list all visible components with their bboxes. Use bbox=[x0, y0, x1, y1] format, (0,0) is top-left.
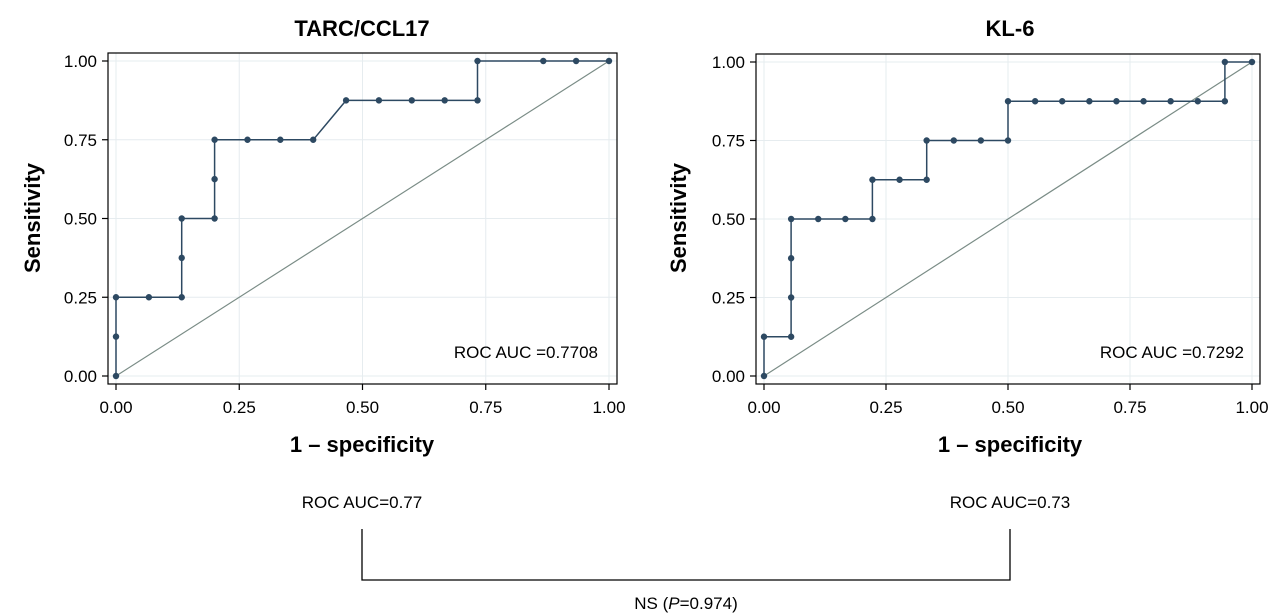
y-axis-label: Sensitivity bbox=[666, 162, 691, 273]
roc-point bbox=[923, 176, 930, 183]
roc-chart-kl6: 0.00 0.25 0.50 0.75 1.00 0.00 0.25 0.50 0.75 1.00… bbox=[666, 16, 1269, 457]
roc-point bbox=[815, 215, 822, 223]
bracket-line bbox=[361, 529, 1011, 581]
roc-point bbox=[310, 136, 317, 143]
x-tick-label: 0.75 bbox=[1113, 398, 1146, 417]
roc-point bbox=[244, 136, 251, 143]
significance-prefix: NS ( bbox=[634, 594, 668, 613]
y-tick-label: 1.00 bbox=[64, 52, 97, 71]
roc-point bbox=[211, 136, 218, 143]
auc-annotation: ROC AUC =0.7292 bbox=[1100, 343, 1244, 362]
roc-point bbox=[760, 333, 768, 340]
y-tick-label: 0.25 bbox=[64, 288, 97, 307]
x-tick-label: 0.00 bbox=[99, 398, 132, 417]
y-axis-label: Sensitivity bbox=[20, 162, 45, 273]
roc-point bbox=[923, 137, 930, 144]
x-axis-label: 1 – specificity bbox=[290, 432, 435, 457]
y-tick-label: 0.00 bbox=[712, 367, 745, 386]
roc-point bbox=[572, 57, 580, 65]
roc-point bbox=[842, 215, 849, 223]
roc-point bbox=[787, 294, 795, 301]
roc-point bbox=[178, 215, 185, 222]
roc-chart-tarc: 0.00 0.25 0.50 0.75 1.00 0.00 0.25 0.50 0.75 1.00… bbox=[20, 16, 626, 457]
x-tick-label: 1.00 bbox=[1235, 398, 1268, 417]
roc-point bbox=[1221, 98, 1229, 105]
roc-point bbox=[1113, 98, 1120, 105]
roc-point bbox=[787, 215, 795, 223]
axis-ticks: 0.00 0.25 0.50 0.75 1.00 0.00 0.25 0.50 0.75 1.00 bbox=[712, 53, 1269, 417]
roc-point bbox=[145, 294, 153, 301]
roc-point bbox=[869, 176, 876, 183]
roc-point bbox=[277, 136, 284, 143]
roc-point bbox=[474, 57, 481, 65]
y-tick-label: 0.75 bbox=[712, 132, 745, 151]
roc-point bbox=[787, 255, 795, 262]
y-tick-label: 0.50 bbox=[712, 210, 745, 229]
roc-point bbox=[112, 372, 120, 380]
roc-point bbox=[1221, 58, 1229, 66]
roc-point bbox=[211, 175, 218, 183]
roc-point bbox=[1004, 137, 1012, 144]
y-tick-label: 1.00 bbox=[712, 53, 745, 72]
y-tick-label: 0.25 bbox=[712, 289, 745, 308]
x-tick-label: 0.75 bbox=[469, 398, 502, 417]
y-tick-label: 0.50 bbox=[64, 210, 97, 229]
axis-ticks: 0.00 0.25 0.50 0.75 1.00 0.00 0.25 0.50 0.75 1.00 bbox=[64, 52, 626, 417]
roc-point bbox=[869, 215, 876, 223]
roc-point bbox=[375, 97, 383, 104]
roc-point bbox=[1248, 58, 1256, 66]
roc-point bbox=[441, 97, 448, 104]
x-tick-label: 0.25 bbox=[223, 398, 256, 417]
auc-annotation: ROC AUC =0.7708 bbox=[454, 343, 598, 362]
roc-point bbox=[112, 294, 120, 301]
roc-point bbox=[211, 215, 218, 222]
significance-p-symbol: P bbox=[668, 594, 680, 613]
reference-diagonal-line bbox=[115, 60, 610, 377]
y-tick-label: 0.75 bbox=[64, 131, 97, 150]
roc-point bbox=[1167, 98, 1174, 105]
grid-lines bbox=[756, 54, 1260, 384]
chart-title: KL-6 bbox=[986, 16, 1035, 41]
roc-point bbox=[178, 294, 185, 301]
x-tick-label: 0.00 bbox=[747, 398, 780, 417]
roc-point bbox=[896, 176, 903, 183]
x-tick-label: 0.50 bbox=[346, 398, 379, 417]
roc-point bbox=[977, 137, 985, 144]
roc-point bbox=[1140, 98, 1147, 105]
roc-point bbox=[1004, 98, 1012, 105]
roc-point bbox=[1031, 98, 1039, 105]
x-tick-label: 0.50 bbox=[991, 398, 1024, 417]
roc-point bbox=[605, 57, 613, 65]
roc-point bbox=[112, 333, 120, 340]
roc-point bbox=[178, 254, 185, 262]
x-tick-label: 0.25 bbox=[869, 398, 902, 417]
chart-title: TARC/CCL17 bbox=[294, 16, 429, 41]
roc-point bbox=[540, 57, 547, 65]
significance-label: NS (P=0.974) bbox=[634, 594, 737, 613]
roc-point bbox=[1086, 98, 1093, 105]
roc-point bbox=[342, 97, 350, 104]
roc-point bbox=[950, 137, 957, 144]
right-auc-label: ROC AUC=0.73 bbox=[950, 493, 1070, 512]
left-auc-label: ROC AUC=0.77 bbox=[302, 493, 422, 512]
comparison-bracket: ROC AUC=0.77 ROC AUC=0.73 NS (P=0.974) bbox=[302, 493, 1070, 613]
roc-points bbox=[760, 58, 1256, 380]
roc-curve-line bbox=[115, 60, 609, 376]
roc-point bbox=[760, 372, 768, 380]
x-tick-label: 1.00 bbox=[592, 398, 625, 417]
roc-point bbox=[408, 97, 415, 104]
x-axis-label: 1 – specificity bbox=[938, 432, 1083, 457]
y-tick-label: 0.00 bbox=[64, 367, 97, 386]
roc-point bbox=[1194, 98, 1201, 105]
roc-point bbox=[474, 97, 481, 104]
significance-value: =0.974) bbox=[680, 594, 738, 613]
roc-point bbox=[1059, 98, 1066, 105]
reference-diagonal-line bbox=[763, 61, 1253, 377]
roc-points bbox=[112, 57, 613, 380]
roc-point bbox=[787, 333, 795, 340]
